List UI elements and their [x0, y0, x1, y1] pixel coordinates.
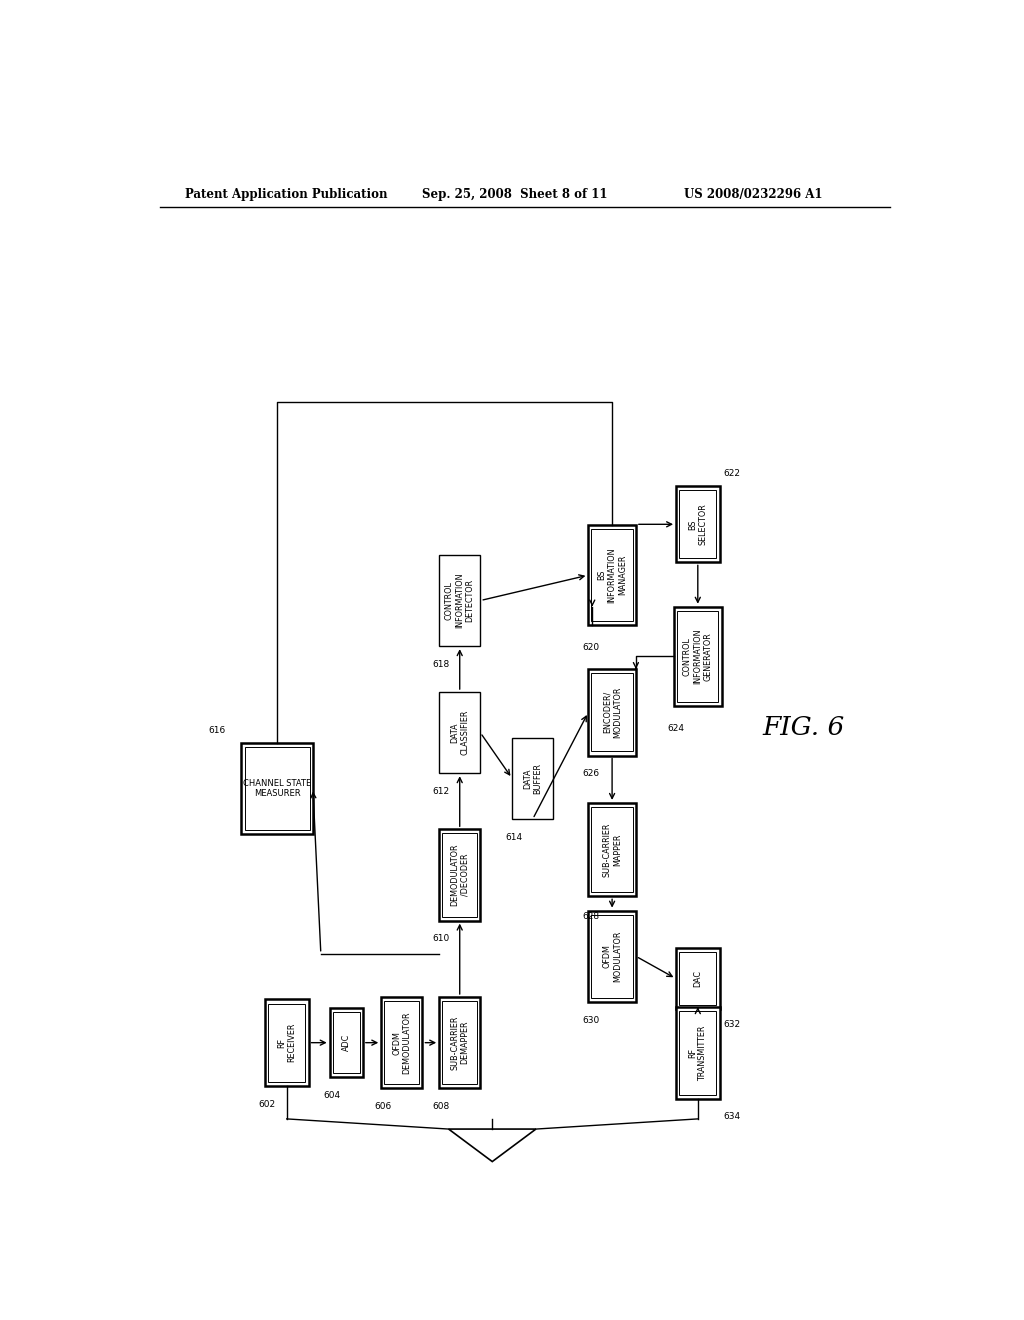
Bar	[679, 490, 717, 558]
Bar	[679, 1011, 717, 1094]
Bar	[512, 738, 553, 818]
Text: SUB-CARRIER
MAPPER: SUB-CARRIER MAPPER	[602, 822, 622, 876]
Text: DEMODULATOR
/DECODER: DEMODULATOR /DECODER	[450, 843, 469, 907]
Text: DATA
BUFFER: DATA BUFFER	[523, 763, 543, 793]
Text: 614: 614	[506, 833, 523, 842]
Bar	[588, 669, 636, 755]
Bar	[592, 529, 633, 620]
Text: 620: 620	[582, 643, 599, 652]
Bar	[330, 1008, 362, 1077]
Bar	[676, 486, 720, 562]
Text: 612: 612	[433, 787, 450, 796]
Text: ENCODER/
MODULATOR: ENCODER/ MODULATOR	[602, 686, 622, 738]
Text: 618: 618	[433, 660, 450, 669]
Bar	[439, 829, 480, 921]
Text: OFDM
MODULATOR: OFDM MODULATOR	[602, 931, 622, 982]
Bar	[268, 1003, 305, 1082]
Text: Sep. 25, 2008  Sheet 8 of 11: Sep. 25, 2008 Sheet 8 of 11	[422, 189, 607, 202]
Text: 622: 622	[724, 470, 740, 478]
Text: 610: 610	[433, 935, 450, 944]
Text: 628: 628	[582, 912, 599, 921]
Text: DATA
CLASSIFIER: DATA CLASSIFIER	[450, 710, 469, 755]
Text: RF
RECEIVER: RF RECEIVER	[278, 1023, 296, 1063]
Text: FIG. 6: FIG. 6	[763, 715, 845, 741]
Bar	[442, 1001, 477, 1084]
Bar	[676, 1007, 720, 1098]
Bar	[265, 999, 308, 1086]
Text: SUB-CARRIER
DEMAPPER: SUB-CARRIER DEMAPPER	[450, 1015, 469, 1069]
Text: ADC: ADC	[342, 1034, 351, 1051]
Text: 606: 606	[375, 1102, 392, 1111]
Text: BS
INFORMATION
MANAGER: BS INFORMATION MANAGER	[597, 548, 627, 603]
Bar	[588, 803, 636, 896]
Bar	[588, 911, 636, 1002]
Bar	[442, 833, 477, 916]
Bar	[592, 673, 633, 751]
Bar	[384, 1001, 419, 1084]
Text: 616: 616	[208, 726, 225, 735]
Bar	[592, 915, 633, 998]
Text: 632: 632	[724, 1020, 740, 1028]
Text: CONTROL
INFORMATION
GENERATOR: CONTROL INFORMATION GENERATOR	[683, 628, 713, 684]
Bar	[439, 554, 480, 647]
Bar	[381, 997, 423, 1089]
Text: US 2008/0232296 A1: US 2008/0232296 A1	[684, 189, 822, 202]
Bar	[674, 607, 722, 706]
Bar	[333, 1012, 359, 1073]
Bar	[592, 807, 633, 892]
Text: 608: 608	[433, 1102, 450, 1111]
Text: Patent Application Publication: Patent Application Publication	[185, 189, 388, 202]
Text: DAC: DAC	[693, 970, 702, 987]
Text: 626: 626	[582, 770, 599, 779]
Text: CHANNEL STATE
MEASURER: CHANNEL STATE MEASURER	[243, 779, 311, 799]
Bar	[439, 997, 480, 1089]
Text: 602: 602	[258, 1100, 275, 1109]
Text: OFDM
DEMODULATOR: OFDM DEMODULATOR	[392, 1011, 412, 1074]
Text: 634: 634	[724, 1113, 740, 1122]
Bar	[588, 525, 636, 624]
Text: 624: 624	[668, 725, 685, 733]
Bar	[676, 948, 720, 1008]
Text: BS
SELECTOR: BS SELECTOR	[688, 503, 708, 545]
Text: 630: 630	[582, 1016, 599, 1024]
Text: CONTROL
INFORMATION
DETECTOR: CONTROL INFORMATION DETECTOR	[444, 573, 475, 628]
Bar	[242, 743, 313, 834]
Text: 604: 604	[324, 1092, 340, 1100]
Text: RF
TRANSMITTER: RF TRANSMITTER	[688, 1026, 708, 1081]
Bar	[677, 611, 719, 702]
Bar	[439, 692, 480, 774]
Bar	[245, 747, 309, 830]
Bar	[679, 952, 717, 1005]
